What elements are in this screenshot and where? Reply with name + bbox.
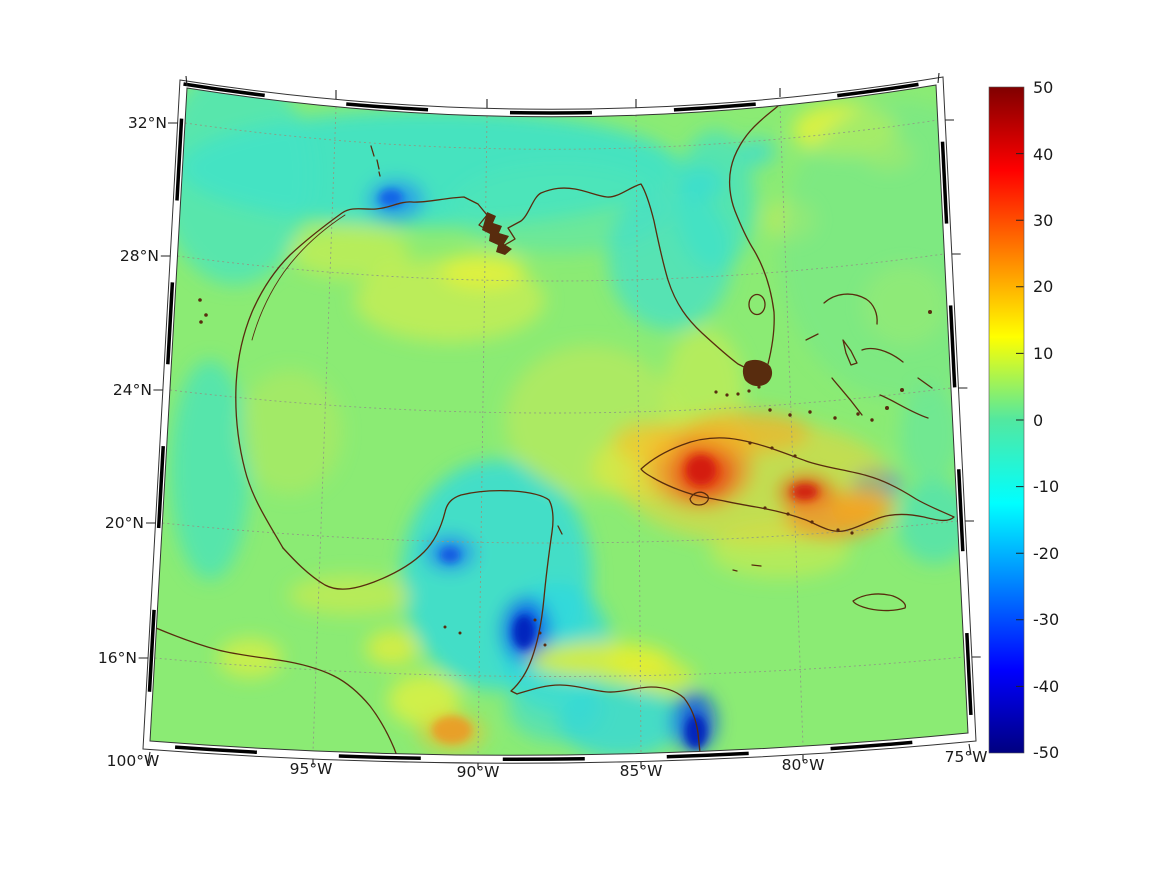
cozumel [557,525,563,535]
field-anomaly-campeche-low-core [440,547,460,563]
cb-label-n20: -20 [1033,544,1059,563]
lon-label-85w: 85°W [620,762,663,780]
field-anomaly-camaguey-high-core [792,484,818,500]
lon-label-90w: 90°W [457,763,500,781]
field-anomaly-nicholas-channel-warm [686,410,810,454]
lon-label-80w: 80°W [782,756,825,774]
field-anomaly-chiapas-warm-1 [218,638,282,678]
cb-label-50: 50 [1033,78,1053,97]
cb-label-0: 0 [1033,411,1043,430]
parallel-24n [169,387,952,414]
field-anomaly-central-gulf-warm-core [441,253,525,289]
map-field [150,85,968,756]
coast-jamaica [852,593,907,612]
parallel-16n [154,656,965,677]
field-anomaly-yucatan-channel-warm [613,422,677,462]
axis-ticks [138,72,981,769]
coast-cayman [732,564,762,572]
coast-bahamas-andros [842,339,858,366]
coast-bahamas-eleuthera [861,347,904,363]
colorbar-ticks [1016,153,1024,687]
coast-bahamas-long-island [917,377,933,389]
colorbar-labels: 50 40 30 20 10 0 -10 -20 -30 -40 -50 [1033,78,1059,762]
latitude-labels: 32°N 28°N 24°N 20°N 16°N [98,114,167,667]
cb-label-n40: -40 [1033,677,1059,696]
field-anomalies-core [379,189,818,749]
field-anomaly-se-cuba-high-2 [832,490,896,528]
lon-label-100w: 100°W [107,752,160,770]
cb-label-n10: -10 [1033,477,1059,496]
longitude-labels: 100°W 95°W 90°W 85°W 80°W 75°W [107,748,988,781]
lat-label-28n: 28°N [120,247,159,265]
cb-label-20: 20 [1033,277,1053,296]
lake-okeechobee [748,293,766,316]
meridian-80w [779,105,804,747]
texas-lakes [370,145,381,177]
map-frame [138,72,981,769]
field-anomaly-georgia-coast-cool [739,138,775,166]
island-specks [198,212,932,647]
colorbar: 50 40 30 20 10 0 -10 -20 -30 -40 -50 [988,78,1059,762]
lat-label-20n: 20°N [105,514,144,532]
field-anomaly-atlantic-base-green [780,100,968,400]
field-anomaly-east-of-cuba-cool [897,480,968,564]
field-anomaly-honduras-warm-2 [622,661,694,691]
field-anomaly-west-gulf-warm [290,226,410,278]
left-ticks [138,122,178,659]
lat-label-32n: 32°N [128,114,167,132]
lat-label-16n: 16°N [98,649,137,667]
lon-label-75w: 75°W [945,748,988,766]
lat-label-24n: 24°N [113,381,152,399]
field-anomaly-bay-campeche-warm [238,370,342,494]
parallel-32n [184,119,939,150]
field-anomaly-atlantic-right-cool [900,384,960,484]
cb-label-n30: -30 [1033,610,1059,629]
bottom-ticks [147,743,972,769]
field-anomaly-chiapas-warm-2 [366,630,418,666]
field-anomaly-galveston-low-core [379,189,403,207]
lon-label-95w: 95°W [290,760,333,778]
coast-cuba [640,437,955,532]
coast-bahamas-banks [831,377,863,416]
coast-bahamas-abaco [823,293,878,325]
coast-pacific-central-america [155,627,398,756]
field-anomaly-west-cuba-high-core [686,455,716,485]
frame-checker-band [144,78,974,761]
field-anomalies-soft [160,85,968,756]
cb-label-10: 10 [1033,344,1053,363]
coastlines [155,105,955,756]
coast-texas-barrier [251,214,346,341]
field-anomaly-guatemala-warm [388,674,460,726]
field-anomaly-belize-low-core [513,615,535,649]
field-anomaly-pacific-guatemala-high [432,716,472,744]
colorbar-tick-marks [1016,153,1024,687]
field-anomaly-mexico-inland-cool [170,360,250,580]
mississippi-delta [482,212,512,255]
coast-isla-juventud [689,491,710,506]
cb-label-n50: -50 [1033,743,1059,762]
everglades [742,359,773,387]
meridian-85w [635,114,642,754]
top-ticks [185,72,940,108]
coast-bahamas-exuma [879,394,929,419]
frame-inner-line [149,84,969,756]
field-anomaly-tehuantepec-warm [288,575,412,615]
coast-bimini [805,333,819,341]
field-anomaly-bottom-central-cool [558,686,682,756]
cb-label-40: 40 [1033,145,1053,164]
coast-us-gulf-florida [235,105,779,549]
field-anomaly-nicaragua-low-core [685,715,707,749]
cb-label-30: 30 [1033,211,1053,230]
field-anomaly-georgia-inland-cool [675,130,755,270]
field-anomaly-texas-shelf-cool [160,85,310,285]
coast-mexico-yucatan-honduras [282,489,701,754]
right-ticks [945,119,981,658]
frame-outer-line [142,76,977,764]
